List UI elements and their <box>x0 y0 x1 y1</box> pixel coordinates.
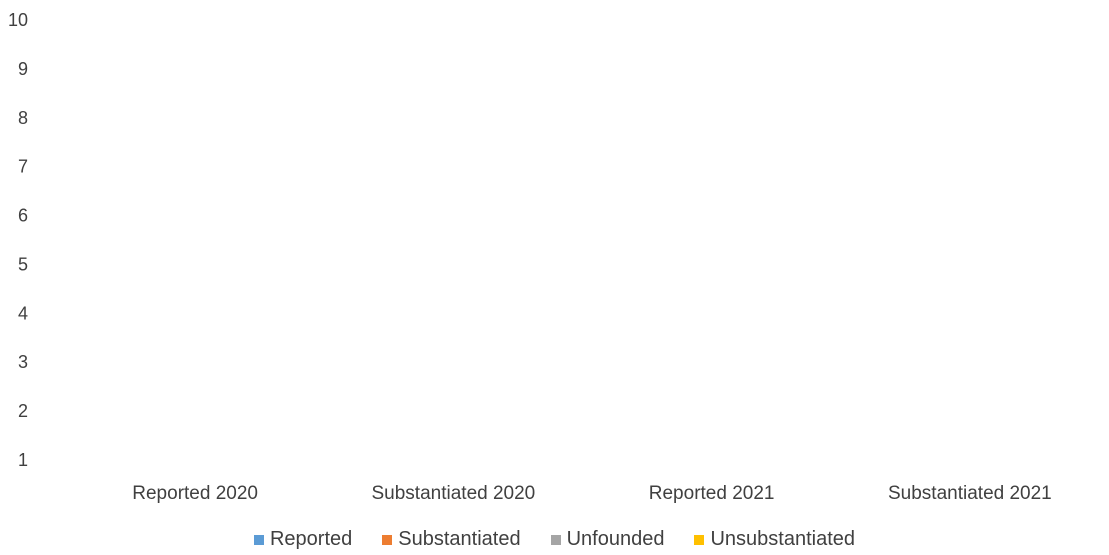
x-category-label: Substantiated 2020 <box>372 483 536 504</box>
chart-canvas: 1 2 3 4 5 6 7 8 9 10 Reported 2020 Substantiated 2… <box>8 10 1052 504</box>
legend-swatch <box>382 534 393 545</box>
legend-item-unfounded[interactable]: Unfounded <box>550 528 665 551</box>
legend-label: Substantiated <box>398 528 521 550</box>
y-tick-label: 4 <box>18 303 28 323</box>
x-category-label: Substantiated 2021 <box>888 483 1052 504</box>
y-tick-label: 2 <box>18 401 28 421</box>
legend-item-reported[interactable]: Reported <box>253 528 353 551</box>
legend-label: Unsubstantiated <box>710 528 856 550</box>
legend-item-unsubstantiated[interactable]: Unsubstantiated <box>694 528 855 551</box>
y-axis: 1 2 3 4 5 6 7 8 9 10 <box>8 10 28 470</box>
x-axis: Reported 2020 Substantiated 2020 Reported … <box>132 483 1051 504</box>
legend-swatch <box>550 534 561 545</box>
chart-legend: Reported Substantiated Unfounded Unsubstant… <box>0 528 1109 551</box>
x-category-label: Reported 2020 <box>132 483 258 504</box>
legend-label: Unfounded <box>566 528 665 550</box>
x-category-label: Reported 2021 <box>649 483 775 504</box>
legend-label: Reported <box>269 528 353 550</box>
y-tick-label: 5 <box>18 254 28 274</box>
legend-swatch <box>253 534 264 545</box>
y-tick-label: 6 <box>18 206 28 226</box>
y-tick-label: 7 <box>18 157 28 177</box>
y-tick-label: 1 <box>18 450 28 470</box>
legend-item-substantiated[interactable]: Substantiated <box>382 528 521 551</box>
y-tick-label: 8 <box>18 108 28 128</box>
legend-swatch <box>694 534 705 545</box>
y-tick-label: 9 <box>18 59 28 79</box>
y-tick-label: 10 <box>8 10 28 30</box>
y-tick-label: 3 <box>18 352 28 372</box>
